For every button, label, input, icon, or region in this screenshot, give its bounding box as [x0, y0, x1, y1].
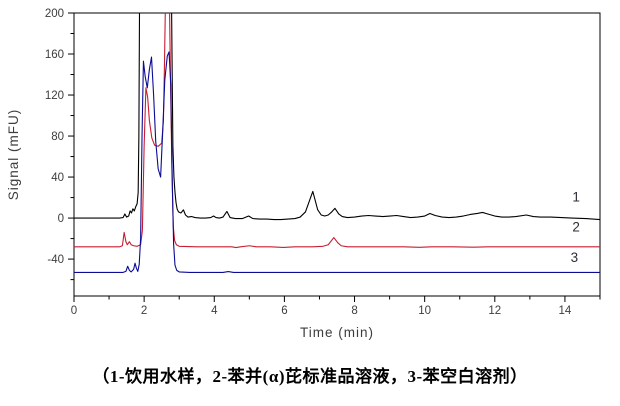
trace-2 — [74, 13, 600, 249]
y-tick-label: -40 — [47, 254, 64, 266]
series-label-3: 3 — [571, 250, 579, 265]
y-tick-label: 120 — [45, 90, 64, 102]
plot-border — [73, 12, 601, 297]
chart-area: 0 2 4 6 8 10 12 14 -40 0 40 80 120 160 200 Time (min) Si… — [6, 8, 601, 340]
x-axis-title: Time (min) — [300, 325, 374, 340]
trace-1 — [74, 13, 600, 221]
x-tick-label: 4 — [211, 305, 218, 317]
y-tick-label: 160 — [45, 49, 64, 61]
y-axis-title: Signal (mFU) — [6, 109, 21, 201]
y-tick-label: 200 — [45, 8, 64, 20]
series-label-1: 1 — [572, 190, 580, 205]
y-tick-label: 80 — [51, 131, 64, 143]
y-tick-label: 40 — [51, 172, 64, 184]
series-label-2: 2 — [572, 219, 580, 234]
x-tick-label: 10 — [418, 305, 431, 317]
traces — [74, 13, 600, 273]
x-tick-label: 14 — [559, 305, 572, 317]
x-tick-label: 6 — [281, 305, 287, 317]
figure-caption: （1-饮用水样，2-苯并(α)芘标准品溶液，3-苯空白溶剂） — [92, 367, 528, 386]
x-tick-label: 2 — [141, 305, 147, 317]
x-tick-label: 0 — [71, 305, 77, 317]
x-tick-label: 8 — [351, 305, 357, 317]
trace-3 — [74, 51, 600, 273]
y-tick-label: 0 — [58, 213, 64, 225]
x-tick-label: 12 — [488, 305, 501, 317]
axis-ticks — [68, 12, 601, 302]
axis-tick-labels: 0 2 4 6 8 10 12 14 -40 0 40 80 120 160 200 — [45, 8, 572, 317]
